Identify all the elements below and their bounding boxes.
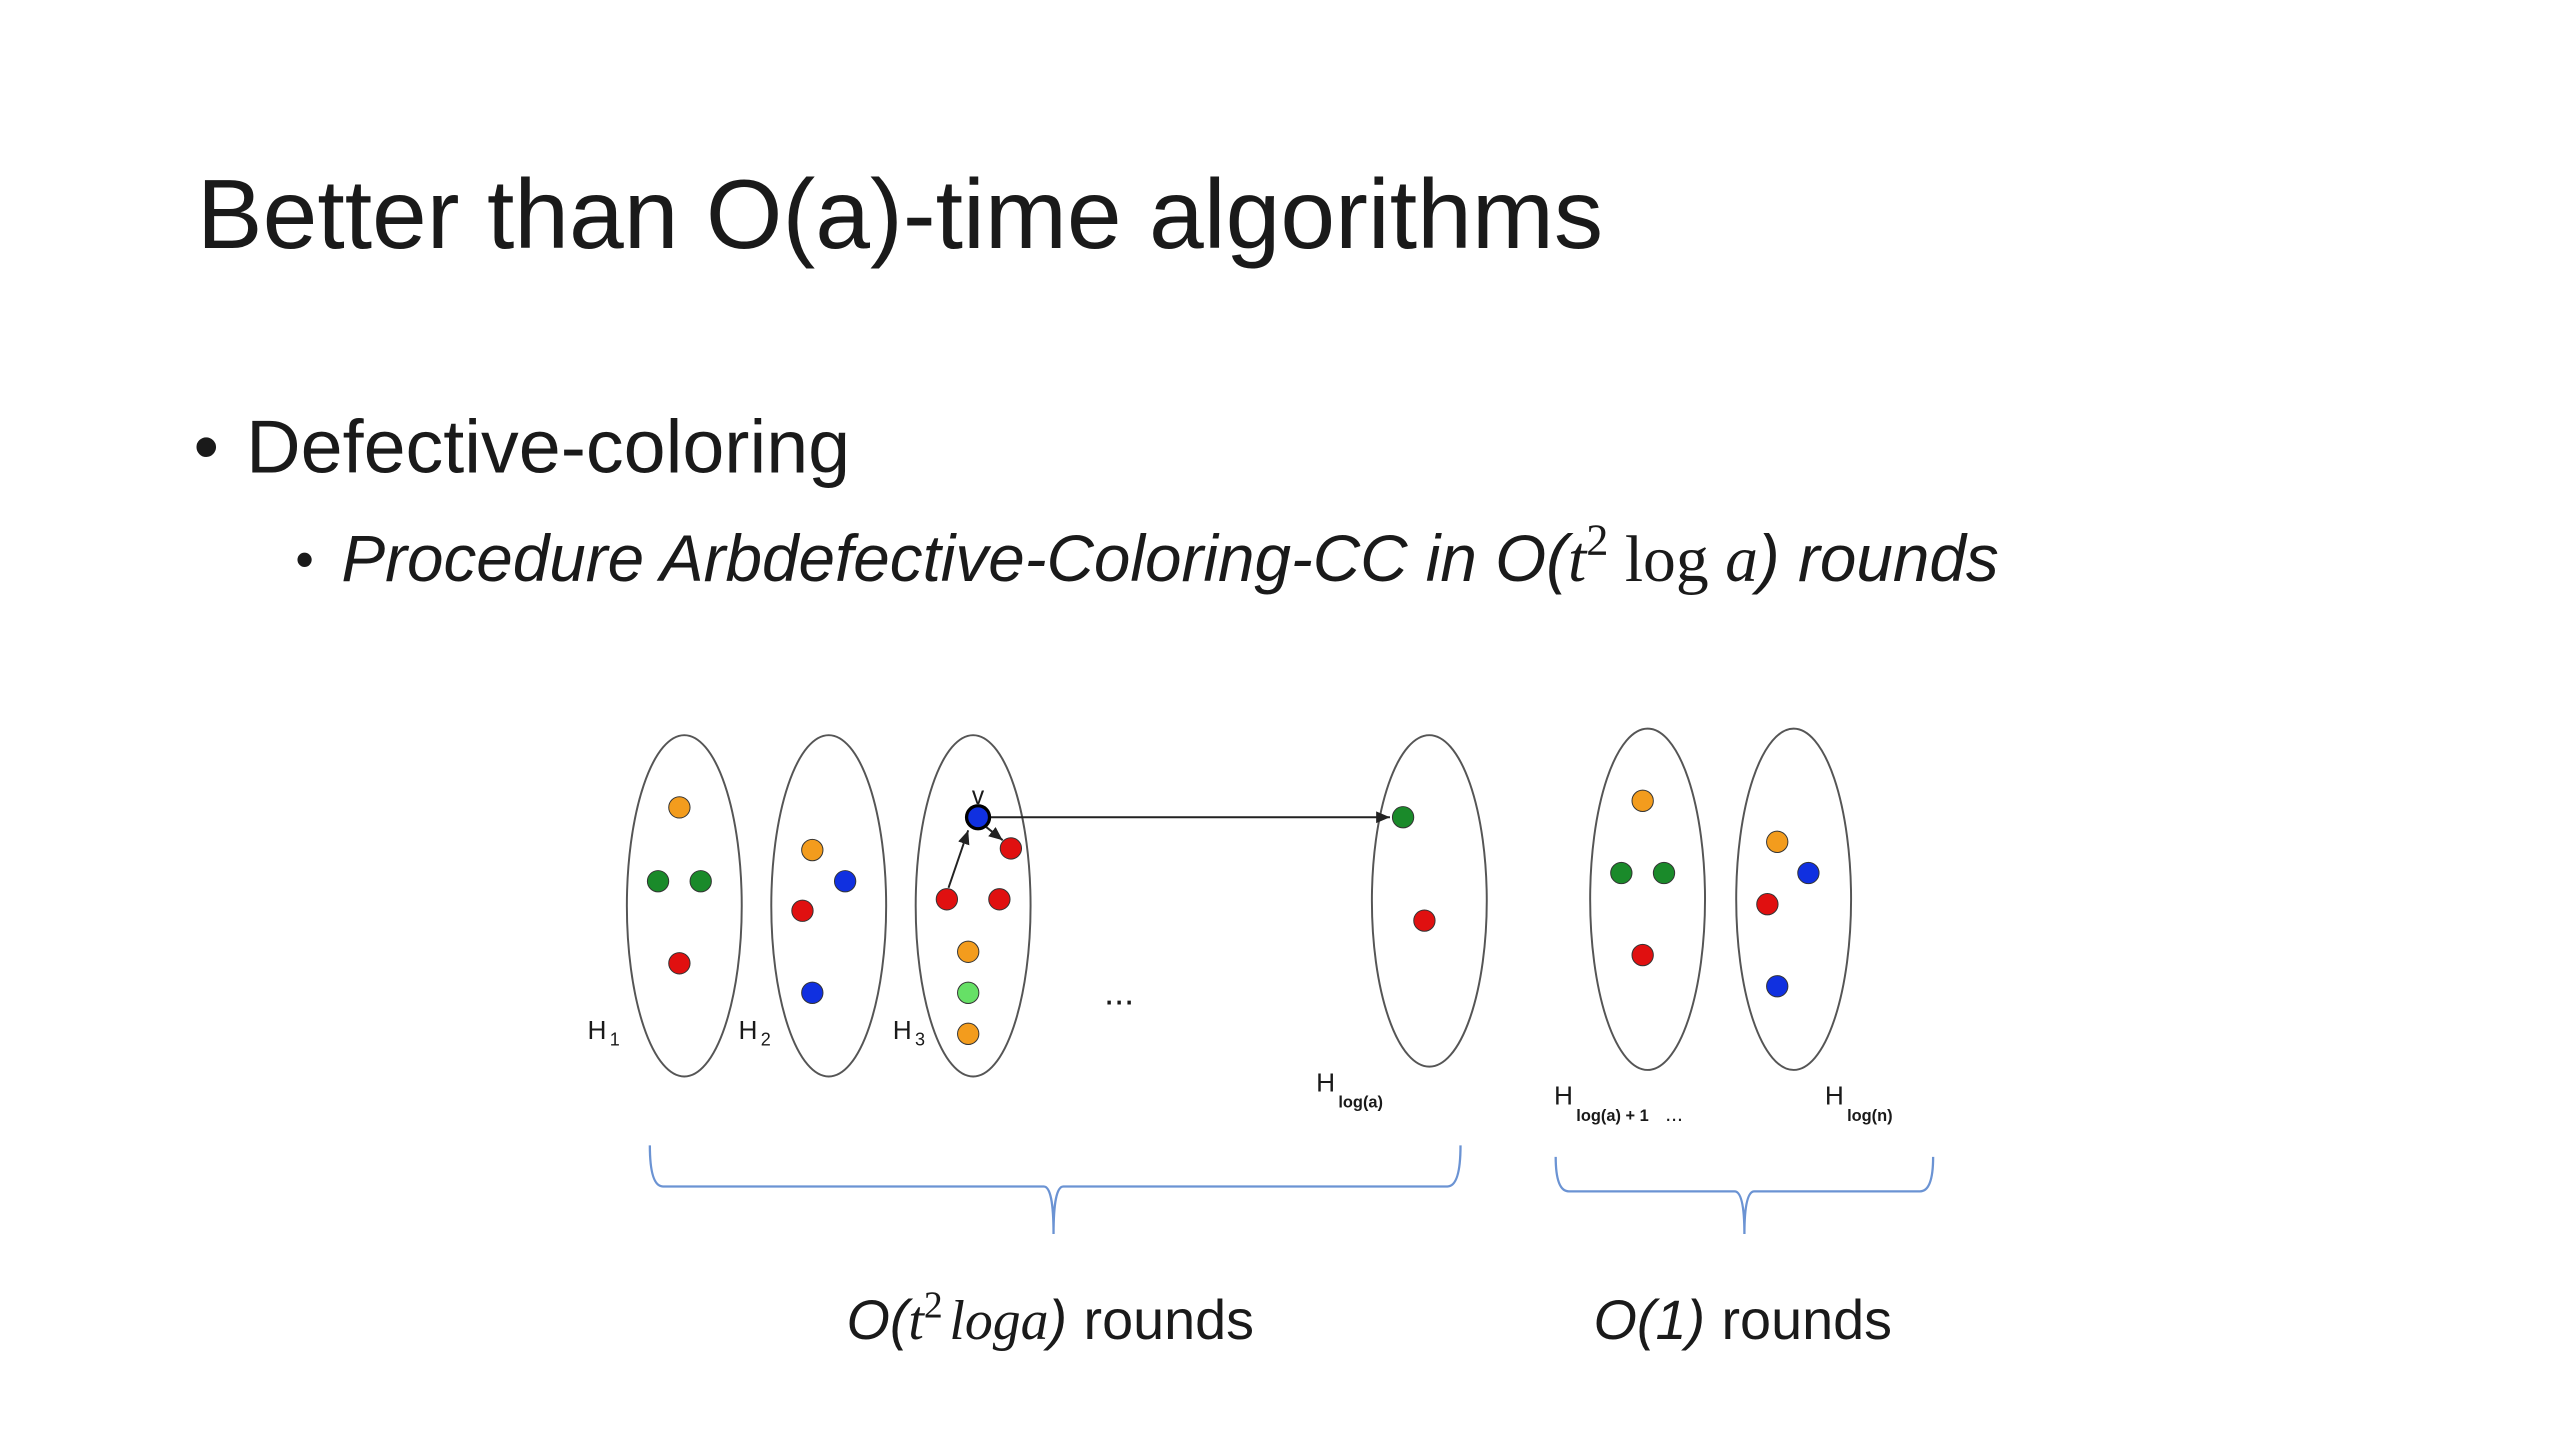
vertex-dot — [668, 952, 691, 975]
label-sub: log(n) — [1847, 1107, 1893, 1125]
vertex-dot — [988, 888, 1011, 911]
label-sub: 1 — [610, 1029, 620, 1049]
vertex-dot — [689, 870, 712, 893]
vertex-dot — [957, 1022, 980, 1046]
math-var: t — [1568, 524, 1588, 596]
vertex-dot — [1391, 806, 1415, 829]
vertex-dot — [1610, 861, 1633, 885]
math-open: O( — [846, 1288, 913, 1351]
bullet-dot: • — [194, 407, 219, 487]
group-ellipse — [1589, 727, 1707, 1071]
label-sub: 2 — [761, 1029, 771, 1049]
label-sub: log(a) + 1 — [1576, 1107, 1648, 1125]
group-ellipse — [914, 734, 1032, 1078]
math: O(1) — [1594, 1288, 1706, 1351]
vertex-dot — [1766, 975, 1789, 998]
brace — [1554, 1156, 1935, 1235]
vertex-v — [964, 804, 992, 831]
brace — [648, 1145, 1462, 1235]
math-arg: a — [1725, 524, 1758, 596]
label-base: H — [1554, 1080, 1573, 1110]
group-label: Hlog(a) — [1316, 1067, 1383, 1111]
edge-arrow — [947, 830, 970, 889]
vertex-dot — [999, 837, 1023, 860]
vertex-dot — [1797, 861, 1820, 885]
vertex-dot — [1652, 861, 1676, 885]
label-base: H — [893, 1015, 912, 1045]
vertex-dot — [1756, 893, 1779, 916]
vertex-dot — [1631, 789, 1654, 812]
label-base: H — [1825, 1080, 1844, 1110]
brace-label: O(1) rounds — [1594, 1288, 1893, 1351]
label-sub: 3 — [915, 1029, 925, 1049]
label-after: ... — [1665, 1102, 1683, 1126]
label-base: H — [587, 1015, 606, 1045]
vertex-dot — [935, 888, 959, 911]
sub-bullet: Procedure Arbdefective-Coloring-CC in O(… — [341, 516, 1998, 596]
group-label: Hlog(n) — [1825, 1080, 1893, 1124]
ellipsis: ... — [1104, 971, 1134, 1012]
title: Better than O(a)-time algorithms — [197, 159, 1603, 269]
vertex-dot — [957, 981, 980, 1004]
math-sup: 2 — [924, 1285, 943, 1327]
sub-close: ) rounds — [1751, 522, 1999, 595]
brace-word: rounds — [1084, 1288, 1255, 1351]
vertex-dot — [801, 981, 824, 1004]
vertex-dot — [833, 870, 857, 893]
vertex-dot — [1766, 830, 1789, 854]
brace-label: O(t2 loga) rounds — [846, 1285, 1254, 1352]
vertex-dot — [646, 870, 670, 893]
group-ellipse — [1735, 727, 1853, 1071]
vertex-dot — [791, 899, 814, 922]
group-ellipse — [625, 734, 743, 1078]
vertex-dot — [801, 838, 824, 862]
label-base: H — [738, 1015, 757, 1045]
brace-word: rounds — [1721, 1288, 1892, 1351]
group-label: Hlog(a) + 1... — [1554, 1080, 1683, 1125]
vertex-label: v — [972, 783, 985, 810]
math-fn: loga — [949, 1290, 1048, 1352]
vertex-dot — [1413, 909, 1436, 932]
math-fn: log — [1625, 524, 1709, 596]
label-base: H — [1316, 1067, 1335, 1097]
sub-text: Procedure Arbdefective-Coloring-CC in O( — [341, 522, 1574, 595]
group-ellipse — [770, 734, 888, 1078]
bullet-text: Defective-coloring — [246, 405, 850, 489]
vertex-dot — [668, 796, 691, 819]
label-sub: log(a) — [1338, 1094, 1383, 1112]
vertex-dot — [957, 940, 980, 963]
math-var: t — [908, 1290, 925, 1352]
group-ellipse — [1370, 734, 1488, 1068]
edge-arrow — [985, 826, 1004, 841]
vertex-dot — [1631, 943, 1654, 967]
bullet-dot: • — [295, 531, 313, 590]
math-sup: 2 — [1586, 516, 1608, 565]
